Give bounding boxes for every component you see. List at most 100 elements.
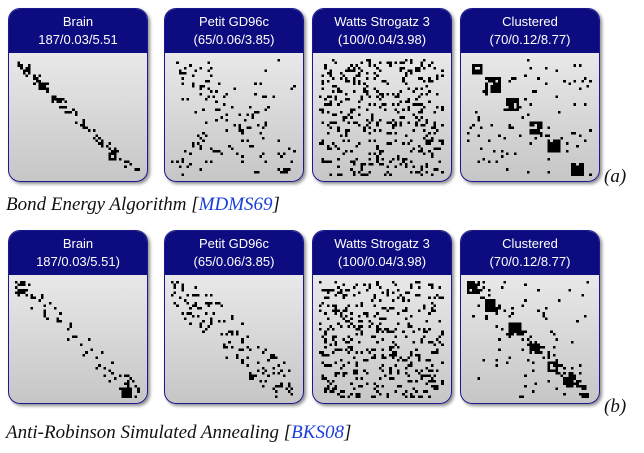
matrix-cell	[350, 312, 353, 315]
matrix-cell	[547, 353, 551, 357]
matrix-cell	[28, 283, 31, 287]
matrix-cell	[173, 283, 177, 287]
matrix-cell	[360, 320, 364, 323]
matrix-cell	[428, 283, 431, 287]
matrix-cell	[171, 294, 174, 297]
matrix-cell	[407, 325, 410, 328]
matrix-cell	[347, 335, 351, 339]
matrix-cell	[485, 90, 488, 93]
matrix-cell	[365, 288, 369, 292]
matrix-cell	[358, 124, 361, 127]
matrix-cell	[329, 121, 332, 124]
matrix-cell	[326, 288, 330, 292]
matrix-cell	[381, 369, 384, 372]
matrix-cell	[197, 314, 200, 318]
matrix-cell	[573, 173, 577, 176]
matrix-cell	[565, 379, 569, 383]
matrix-cell	[181, 157, 184, 161]
matrix-cell	[108, 379, 112, 383]
matrix-cell	[441, 296, 444, 300]
matrix-cell	[399, 116, 403, 119]
matrix-cell	[368, 163, 371, 166]
matrix-cell	[124, 387, 127, 391]
matrix-cell	[64, 105, 67, 109]
matrix-cell	[410, 59, 413, 62]
matrix-cell	[329, 364, 332, 367]
citation-link[interactable]: MDMS69	[198, 194, 273, 215]
matrix-cell	[389, 366, 392, 370]
matrix-cell	[397, 385, 400, 388]
matrix-cell	[477, 377, 480, 380]
matrix-cell	[441, 379, 444, 383]
matrix-cell	[571, 173, 574, 176]
matrix-cell	[202, 320, 205, 323]
matrix-cell	[482, 157, 486, 161]
matrix-cell	[355, 372, 358, 375]
matrix-cell	[293, 85, 296, 88]
matrix-cell	[215, 100, 218, 104]
matrix-cell	[217, 320, 221, 323]
matrix-cell	[537, 124, 540, 127]
matrix-cell	[474, 286, 478, 289]
citation-link[interactable]: BKS08	[291, 422, 344, 443]
matrix-cell	[363, 129, 366, 132]
matrix-cell	[433, 343, 436, 346]
matrix-cell	[199, 168, 203, 171]
matrix-cell	[404, 309, 408, 313]
matrix-cell	[345, 340, 348, 344]
matrix-cell	[537, 348, 540, 352]
matrix-cell	[360, 304, 364, 307]
matrix-cell	[124, 374, 127, 378]
matrix-cell	[586, 85, 590, 88]
matrix-cell	[347, 69, 351, 72]
matrix-cell	[477, 134, 480, 137]
matrix-cell	[181, 72, 184, 75]
matrix-cell	[41, 85, 44, 88]
matrix-cell	[358, 340, 361, 344]
matrix-cell	[386, 294, 390, 297]
matrix-cell	[513, 108, 517, 111]
matrix-cell	[516, 100, 519, 104]
matrix-cell	[482, 286, 486, 289]
matrix-cell	[345, 288, 348, 292]
matrix-cell	[391, 330, 395, 333]
matrix-cell	[339, 111, 343, 114]
matrix-cell	[407, 364, 410, 367]
matrix-cell	[264, 108, 268, 111]
matrix-cell	[417, 95, 421, 98]
matrix-cell	[33, 77, 36, 80]
matrix-cell	[381, 291, 384, 294]
matrix-cell	[485, 87, 488, 91]
matrix-cell	[389, 372, 392, 375]
matrix-cell	[272, 356, 275, 359]
matrix-cell	[521, 348, 525, 352]
matrix-cell	[342, 309, 345, 313]
matrix-cell	[493, 299, 496, 302]
matrix-cell	[241, 361, 244, 365]
matrix-cell	[358, 291, 361, 294]
matrix-cell	[420, 395, 423, 398]
matrix-cell	[342, 395, 345, 398]
matrix-cell	[30, 294, 34, 297]
matrix-cell	[358, 142, 361, 145]
matrix-cell	[537, 129, 540, 132]
matrix-cell	[441, 139, 444, 143]
matrix-cell	[378, 366, 382, 370]
matrix-cell	[410, 364, 413, 367]
matrix-cell	[129, 395, 132, 398]
matrix-cell	[545, 82, 548, 85]
matrix-cell	[378, 327, 382, 331]
matrix-cell	[381, 92, 384, 96]
matrix-cell	[236, 330, 239, 333]
matrix-cell	[363, 126, 366, 130]
matrix-cell	[332, 304, 335, 307]
matrix-cell	[474, 283, 478, 287]
matrix-cell	[565, 377, 569, 380]
matrix-cell	[332, 121, 335, 124]
matrix-cell	[550, 330, 553, 333]
matrix-cell	[415, 116, 418, 119]
matrix-cell	[386, 165, 390, 169]
matrix-cell	[368, 131, 371, 135]
matrix-cell	[85, 126, 88, 130]
matrix-cell	[358, 79, 361, 83]
